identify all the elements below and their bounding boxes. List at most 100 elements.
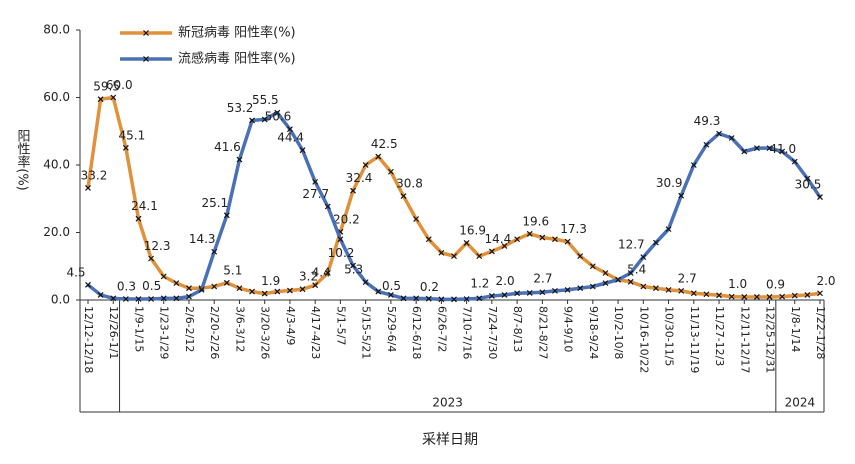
value-label: 12.3 [144, 239, 171, 253]
marker [110, 295, 117, 302]
marker [287, 287, 293, 294]
x-tick-label: 12/26-1/1 [107, 306, 120, 359]
x-tick-label: 5/15-5/21 [360, 306, 373, 359]
marker [375, 288, 382, 295]
x-tick-label: 12/25-12/31 [764, 306, 777, 373]
marker [577, 253, 584, 260]
value-label: 42.5 [371, 137, 398, 151]
marker [602, 280, 609, 287]
legend-marker [143, 56, 149, 62]
marker [766, 294, 773, 300]
legend-label: 新冠病毒 阳性率(%) [178, 25, 296, 41]
marker [85, 185, 91, 191]
marker [602, 270, 609, 276]
value-label: 2.0 [496, 274, 515, 288]
x-tick-label: 8/21-8/27 [536, 306, 549, 359]
marker [400, 193, 407, 199]
marker [514, 290, 521, 297]
series-line [86, 110, 822, 302]
marker [640, 254, 647, 261]
marker [791, 292, 798, 299]
marker [387, 168, 394, 175]
marker [312, 282, 319, 289]
x-group-label: 2023 [432, 396, 463, 410]
marker [476, 253, 483, 260]
marker [261, 290, 268, 297]
marker [299, 147, 306, 154]
x-tick-label: 5/29-6/4 [385, 306, 398, 352]
marker [779, 148, 786, 155]
marker [589, 263, 596, 270]
marker [350, 187, 356, 194]
marker [501, 243, 508, 249]
x-tick-label: 2/20-2/26 [208, 306, 221, 359]
value-label: 19.6 [522, 214, 549, 228]
marker [791, 158, 798, 165]
marker [148, 296, 155, 302]
marker [312, 178, 319, 185]
value-label: 30.8 [396, 177, 423, 191]
marker [211, 283, 218, 290]
marker [97, 292, 104, 298]
x-tick-label: 10/2-10/8 [612, 306, 625, 359]
value-label: 41.6 [214, 140, 241, 154]
marker [350, 262, 356, 269]
value-label: 50.6 [265, 110, 292, 124]
value-label: 32.4 [346, 171, 373, 185]
x-tick-label: 9/4-9/10 [562, 306, 575, 352]
marker [299, 286, 306, 293]
value-label: 60.0 [106, 78, 133, 92]
marker [160, 273, 167, 280]
x-tick-label: 10/16-10/22 [637, 306, 650, 373]
marker [148, 255, 155, 262]
marker [287, 126, 293, 133]
value-label: 2.0 [816, 274, 835, 288]
x-group-label: 2024 [785, 396, 816, 410]
value-label: 1.9 [261, 274, 280, 288]
marker [274, 109, 281, 116]
value-label: 12.7 [618, 238, 645, 252]
marker [160, 295, 167, 302]
marker [627, 270, 634, 276]
marker [413, 216, 420, 222]
marker [324, 203, 331, 210]
x-tick-label: 7/10-7/16 [461, 306, 474, 359]
value-label: 1.2 [470, 276, 489, 290]
marker [690, 162, 697, 168]
x-tick-label: 3/6-3/12 [233, 306, 246, 352]
marker [463, 296, 470, 302]
value-label: 20.2 [333, 212, 360, 226]
marker [173, 295, 180, 302]
marker [514, 236, 521, 243]
x-tick-label: 4/17-4/23 [309, 306, 322, 359]
marker [703, 141, 710, 148]
value-label: 30.5 [795, 178, 822, 192]
marker [400, 295, 407, 302]
value-label: 17.3 [560, 222, 587, 236]
value-label: 30.9 [656, 176, 683, 190]
marker [804, 175, 811, 182]
marker [753, 294, 760, 300]
y-axis-label: 阳性率(%) [15, 129, 31, 191]
marker [186, 293, 192, 300]
marker [753, 145, 760, 152]
x-tick-label: 1/23-1/29 [158, 306, 171, 359]
marker [804, 292, 811, 298]
marker [653, 239, 659, 246]
value-label: 41.0 [769, 142, 796, 156]
marker [716, 292, 722, 299]
marker [274, 288, 281, 295]
marker [526, 289, 533, 296]
x-tick-label: 1/9-1/15 [132, 306, 145, 352]
x-tick-label: 8/7-8/13 [511, 306, 524, 352]
value-label: 5.1 [223, 263, 242, 277]
y-tick-label: 20.0 [43, 225, 70, 239]
marker [387, 292, 394, 298]
value-label: 14.4 [485, 232, 512, 246]
marker [463, 240, 470, 246]
marker [425, 236, 432, 243]
x-tick-label: 1/22-1/28 [814, 306, 827, 359]
x-tick-label: 11/27-12/3 [713, 306, 726, 366]
marker [438, 249, 445, 256]
y-tick-label: 40.0 [43, 158, 70, 172]
